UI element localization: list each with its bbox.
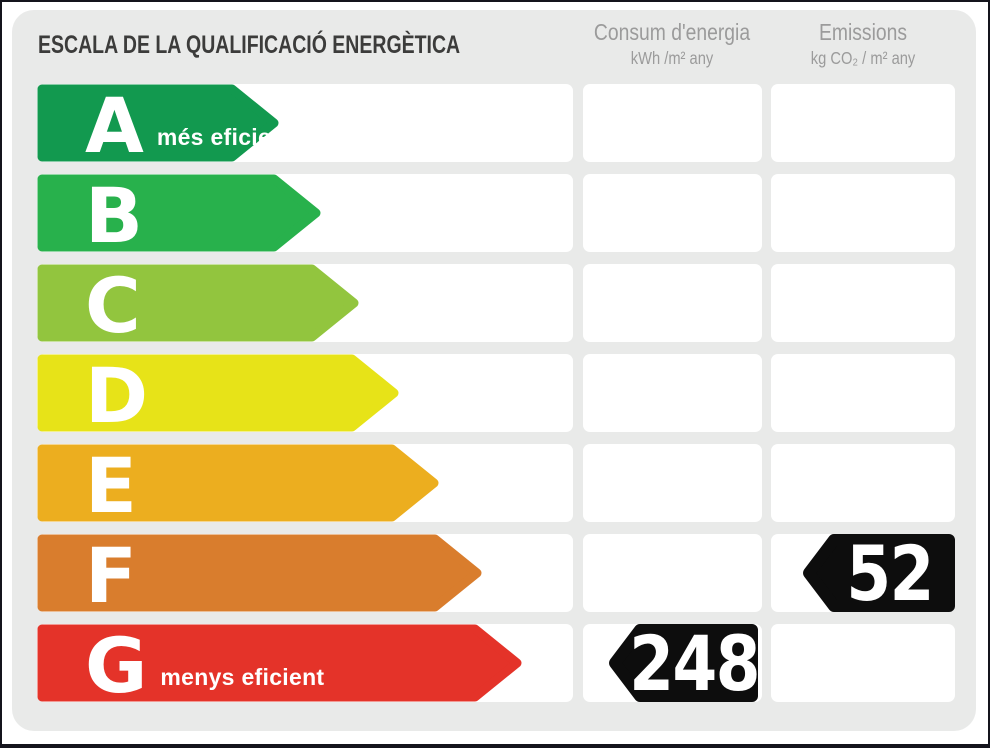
grade-e-content: E [85, 441, 137, 530]
grade-b-content: B [85, 171, 143, 260]
consum-value: 248 [629, 618, 760, 708]
energy-scale-panel: ESCALA DE LA QUALIFICACIÓ ENERGÈTICA Con… [12, 10, 976, 731]
scale-row-g: G menys eficient 248 [37, 618, 972, 710]
scale-row-d: D [37, 351, 972, 440]
column-header-consum: Consum d'energia kWh /m² any [571, 19, 773, 68]
grade-f-arrow-icon [37, 534, 482, 612]
emissions-value-badge: 52 [802, 528, 955, 618]
grade-g-note: menys eficient [160, 663, 325, 690]
grade-e-arrow-icon [37, 444, 439, 522]
consum-cell-c [583, 264, 762, 342]
scale-row-c: C [37, 261, 972, 350]
page-title: ESCALA DE LA QUALIFICACIÓ ENERGÈTICA [38, 31, 461, 59]
consum-cell-d [583, 354, 762, 432]
emissions-cell-c [771, 264, 955, 342]
grade-f-letter: F [85, 531, 137, 620]
emissions-header-label: Emissions [818, 19, 908, 45]
grade-b-arrow-icon [37, 174, 321, 252]
grade-d-content: D [85, 351, 149, 440]
grade-c-letter: C [85, 261, 141, 350]
grade-a-content: A més eficient [85, 81, 294, 170]
column-header-emissions: Emissions kg CO₂ / m² any [762, 19, 964, 68]
consum-header-label: Consum d'energia [593, 19, 751, 45]
badge-arrow-icon [803, 534, 955, 612]
grade-f-content: F [85, 531, 137, 620]
emissions-value: 52 [846, 528, 934, 618]
grade-g-content: G menys eficient [85, 621, 325, 710]
grade-b-letter: B [85, 171, 143, 260]
emissions-cell-d [771, 354, 955, 432]
scale-row-a: A més eficient [37, 81, 972, 170]
scale-row-e: E [37, 441, 972, 530]
emissions-cell-a [771, 84, 955, 162]
grade-a-note: més eficient [156, 123, 294, 150]
scale-row-f: F 52 [37, 528, 972, 620]
grade-c-arrow-icon [37, 264, 359, 342]
grade-g-arrow-icon [37, 624, 522, 702]
grade-d-letter: D [85, 351, 149, 440]
consum-value-badge: 248 [608, 618, 761, 708]
emissions-cell-g [771, 624, 955, 702]
consum-cell-f [583, 534, 762, 612]
emissions-cell-e [771, 444, 955, 522]
grade-a-arrow-icon [37, 84, 279, 162]
emissions-header-units: kg CO₂ / m² any [810, 48, 916, 68]
consum-header-units: kWh /m² any [630, 48, 714, 68]
grade-e-letter: E [85, 441, 137, 530]
grade-d-arrow-icon [37, 354, 399, 432]
badge-arrow-icon [609, 624, 758, 702]
emissions-cell-b [771, 174, 955, 252]
scale-row-b: B [37, 171, 972, 260]
consum-cell-b [583, 174, 762, 252]
grade-a-letter: A [85, 81, 144, 170]
grade-c-content: C [85, 261, 141, 350]
consum-cell-e [583, 444, 762, 522]
consum-cell-a [583, 84, 762, 162]
grade-g-letter: G [85, 621, 148, 710]
